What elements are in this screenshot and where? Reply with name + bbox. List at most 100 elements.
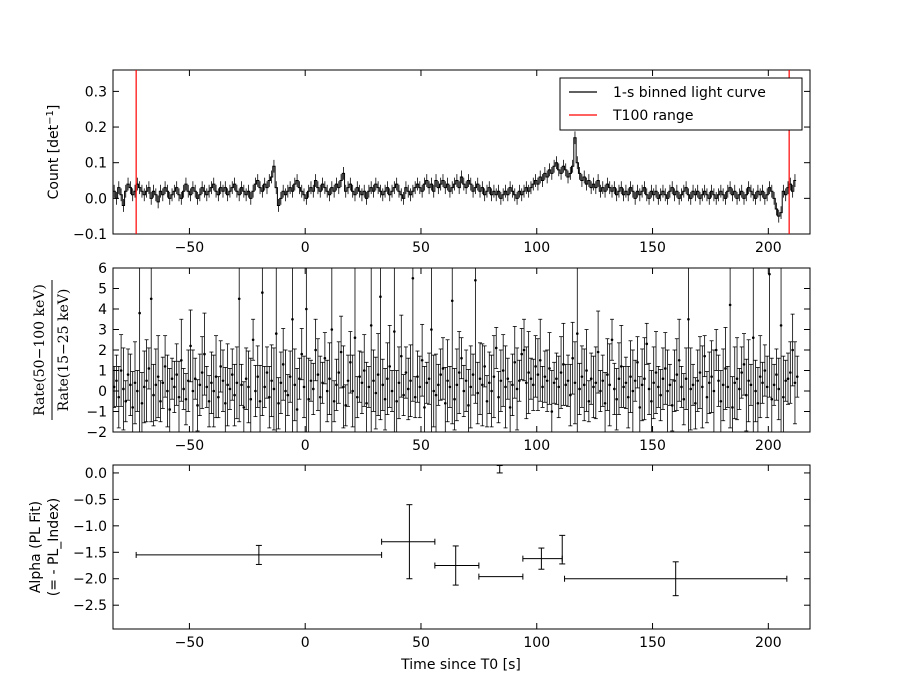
hardness-point	[383, 397, 387, 401]
hardness-point	[399, 354, 403, 358]
light-curve-ticks: −50 0 50 100 150 200 −0.1 0.0 0.1 0.2 0.3	[73, 70, 810, 256]
hardness-point	[765, 385, 769, 389]
hardness-point	[513, 361, 517, 364]
hardness-point	[738, 387, 741, 391]
hardness-point	[483, 365, 486, 368]
hardness-point	[214, 375, 218, 378]
hardness-point	[728, 303, 732, 307]
hardness-point	[587, 399, 591, 403]
ylabel-end: ]	[46, 105, 62, 110]
hardness-point	[525, 381, 528, 385]
x-tick-label: −50	[175, 240, 205, 256]
hardness-point	[712, 389, 716, 393]
hardness-point	[393, 330, 396, 333]
hardness-point	[175, 373, 178, 376]
hardness-point	[726, 385, 730, 389]
hardness-point	[427, 377, 431, 381]
hardness-point	[675, 373, 679, 376]
ylabel-superscript: −1	[45, 110, 56, 125]
hardness-point	[610, 338, 614, 342]
hardness-point	[312, 387, 315, 391]
hardness-point	[619, 365, 623, 368]
hardness-point	[349, 361, 352, 364]
hardness-point	[640, 383, 644, 387]
hardness-point	[439, 373, 442, 376]
hardness-point	[168, 408, 172, 411]
y-tick-label: 0.0	[85, 466, 107, 482]
hardness-point	[131, 406, 134, 409]
legend-label-light-curve: 1-s binned light curve	[613, 85, 766, 101]
hardness-point	[666, 389, 669, 393]
hardness-point	[638, 406, 642, 409]
hardness-point	[142, 385, 146, 389]
hardness-point	[534, 365, 537, 368]
hardness-point	[219, 365, 222, 368]
x-tick-label: 50	[412, 438, 430, 454]
hardness-point	[631, 389, 635, 393]
hardness-point	[770, 397, 774, 401]
x-tick-label: 100	[523, 635, 550, 651]
hardness-point	[768, 272, 771, 276]
hardness-point	[643, 377, 646, 381]
hardness-point	[450, 299, 454, 303]
hardness-point	[268, 395, 271, 399]
hardness-point	[166, 389, 169, 393]
y-tick-label: 1	[98, 364, 107, 380]
hardness-point	[527, 371, 530, 374]
hardness-point	[575, 332, 579, 335]
hardness-point	[636, 361, 639, 364]
hardness-ratio-series	[113, 268, 800, 432]
hardness-point	[173, 385, 176, 389]
hardness-point	[589, 377, 593, 381]
hardness-point	[355, 395, 359, 399]
hardness-point	[302, 385, 306, 389]
hardness-point	[247, 385, 250, 389]
x-tick-label: 200	[755, 240, 782, 256]
hardness-point	[180, 358, 183, 362]
alpha-ylabel-line2: (= - PL_Index)	[46, 498, 62, 596]
hardness-point	[233, 393, 236, 397]
hardness-point	[448, 385, 452, 389]
hardness-point	[210, 381, 213, 385]
hardness-point	[652, 381, 655, 385]
hardness-point	[242, 406, 246, 409]
hardness-point	[147, 367, 151, 370]
x-tick-label: 100	[523, 240, 550, 256]
hardness-point	[314, 348, 317, 352]
hardness-point	[358, 375, 361, 378]
hardness-point	[149, 297, 153, 301]
hardness-point	[230, 373, 234, 376]
hardness-point	[316, 373, 320, 376]
hardness-point	[657, 385, 660, 389]
hardness-point	[689, 387, 693, 391]
hardness-point	[529, 377, 533, 381]
hardness-point	[573, 381, 577, 385]
hardness-point	[263, 385, 266, 389]
hardness-point	[633, 379, 637, 383]
hardness-point	[446, 379, 449, 383]
hardness-point	[613, 387, 616, 391]
alpha-series	[135, 465, 788, 597]
hardness-point	[425, 381, 429, 385]
hardness-point	[467, 404, 470, 407]
hardness-point	[485, 399, 489, 403]
hardness-point	[198, 383, 202, 387]
hardness-point	[698, 371, 702, 374]
hardness-point	[714, 348, 718, 352]
hardness-point	[789, 371, 792, 374]
hardness-point	[367, 385, 371, 389]
light-curve-ylabel: Count [det−1]	[45, 105, 63, 200]
hardness-point	[284, 389, 287, 393]
hardness-point	[786, 377, 790, 381]
hardness-point	[265, 371, 269, 374]
hardness-point	[747, 379, 750, 383]
hardness-point	[550, 410, 554, 413]
hardness-point	[145, 379, 148, 383]
hardness-point	[154, 383, 158, 387]
hardness-point	[224, 402, 227, 405]
hardness-point	[337, 371, 341, 374]
hardness-ratio-ticks: −50 0 50 100 150 200 −2 −1 0 1 2 3 4 5 6	[86, 261, 810, 454]
hardness-point	[474, 279, 477, 282]
alpha-panel: −50 0 50 100 150 200 0.0 −0.5 −1.0 −1.5 −2.0 −2.5 A…	[28, 464, 811, 673]
